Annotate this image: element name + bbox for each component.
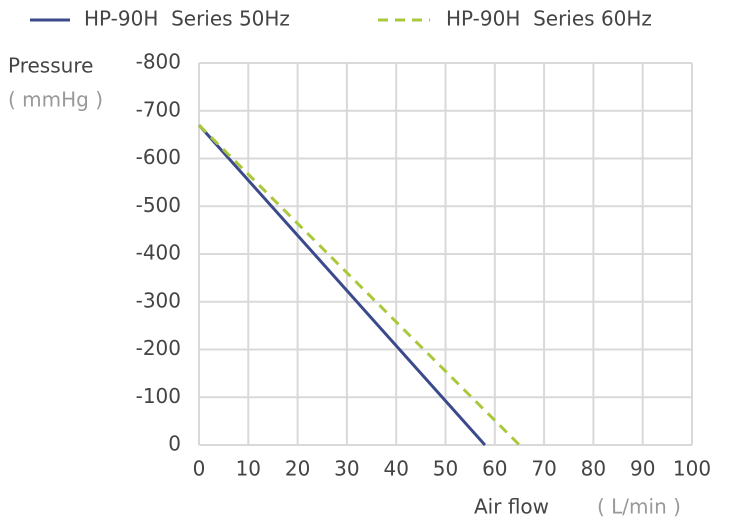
legend-label: HP-90H Series 60Hz <box>446 7 652 31</box>
x-tick-label: 30 <box>334 457 359 481</box>
y-axis-label: Pressure <box>8 54 93 78</box>
y-tick-label: 0 <box>168 432 181 456</box>
y-tick-label: -600 <box>136 145 181 169</box>
y-tick-label: -100 <box>136 384 181 408</box>
x-tick-label: 0 <box>193 457 206 481</box>
x-tick-label: 100 <box>673 457 711 481</box>
y-tick-label: -700 <box>136 97 181 121</box>
y-tick-label: -500 <box>136 193 181 217</box>
y-tick-label: -200 <box>136 336 181 360</box>
y-tick-label: -300 <box>136 288 181 312</box>
legend-label: HP-90H Series 50Hz <box>84 7 290 31</box>
series-line <box>197 124 487 446</box>
series-line <box>197 124 521 447</box>
x-tick-label: 80 <box>581 457 606 481</box>
y-tick-label: -800 <box>136 50 181 74</box>
x-tick-label: 40 <box>383 457 408 481</box>
x-tick-label: 60 <box>482 457 507 481</box>
x-tick-label: 90 <box>630 457 655 481</box>
x-tick-label: 50 <box>433 457 458 481</box>
y-axis-unit: ( mmHg ) <box>8 88 103 112</box>
x-tick-label: 10 <box>236 457 261 481</box>
x-axis-label: Air flow <box>474 495 549 519</box>
y-tick-label: -400 <box>136 241 181 265</box>
x-axis-unit: ( L/min ) <box>597 495 681 519</box>
x-tick-label: 70 <box>531 457 556 481</box>
x-tick-label: 20 <box>285 457 310 481</box>
